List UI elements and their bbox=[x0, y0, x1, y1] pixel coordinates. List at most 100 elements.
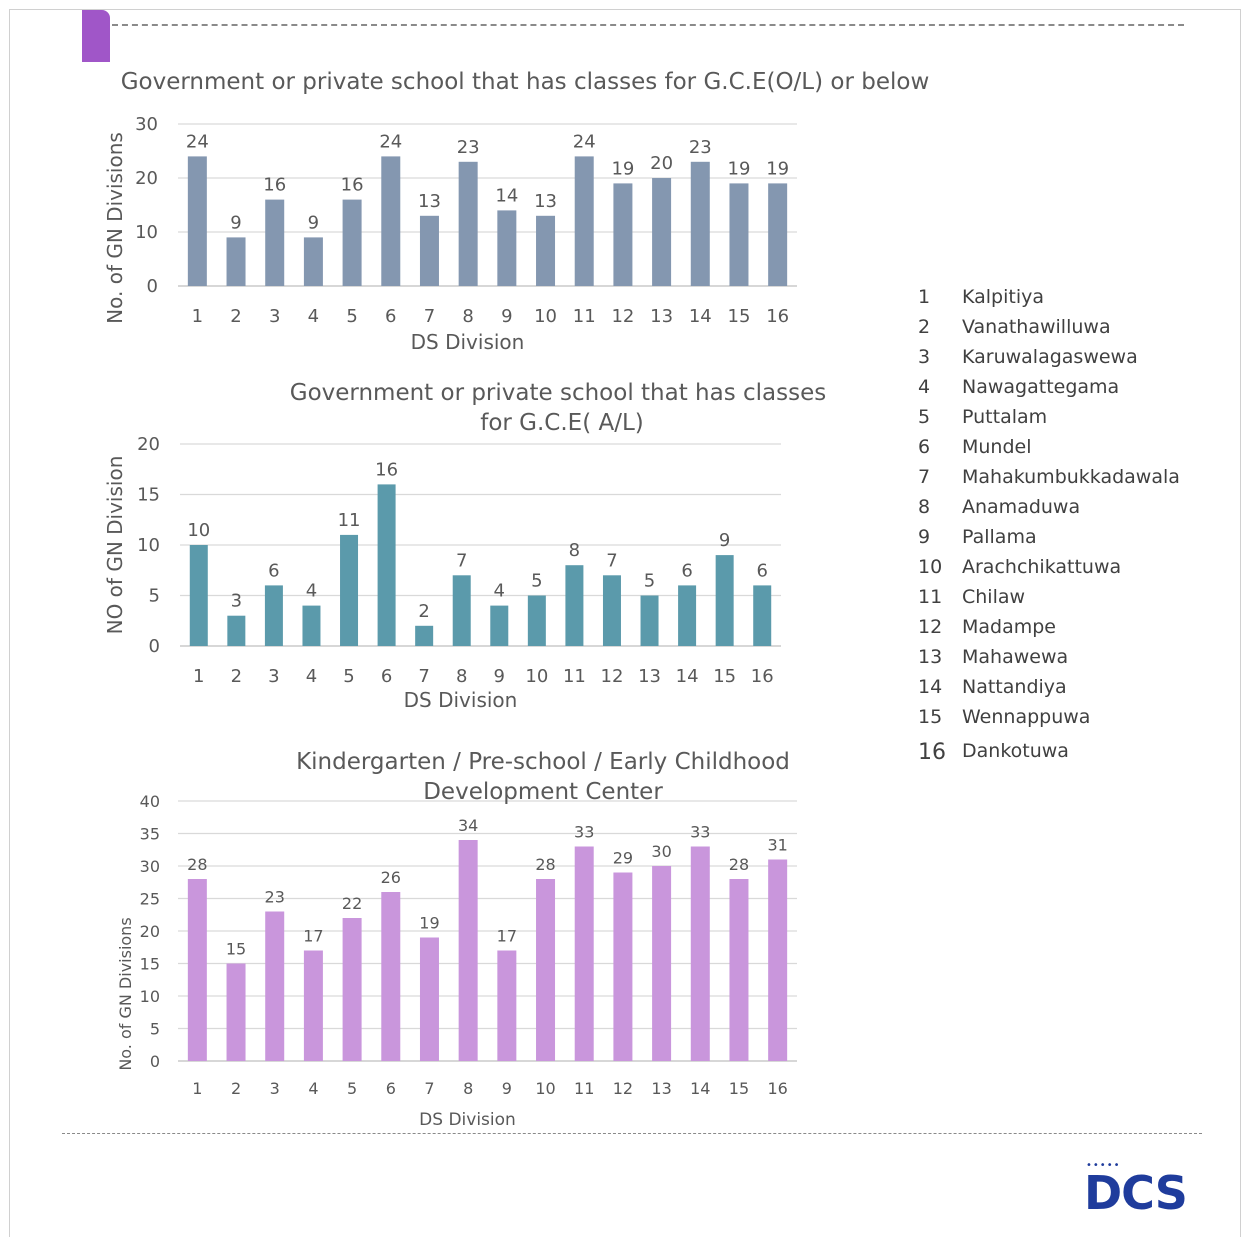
bar bbox=[574, 156, 594, 286]
data-label: 19 bbox=[766, 158, 789, 179]
bar bbox=[497, 210, 517, 286]
bar bbox=[613, 183, 633, 286]
legend-item-name: Nawagattegama bbox=[962, 376, 1120, 398]
legend-item: 15 Wennappuwa bbox=[918, 702, 1218, 732]
page-frame bbox=[9, 9, 1241, 1237]
data-label: 19 bbox=[419, 914, 439, 933]
x-tick-label: 7 bbox=[424, 1079, 434, 1098]
bottom-divider bbox=[62, 1133, 1202, 1134]
y-tick-label: 35 bbox=[140, 825, 160, 844]
bar bbox=[458, 840, 478, 1061]
data-label: 24 bbox=[186, 131, 209, 152]
legend-item-number: 10 bbox=[918, 556, 943, 578]
y-tick-label: 10 bbox=[135, 222, 158, 243]
bar bbox=[613, 872, 633, 1061]
bar bbox=[652, 178, 672, 286]
legend-item: 10 Arachchikattuwa bbox=[918, 552, 1218, 582]
legend-item-number: 6 bbox=[918, 436, 931, 458]
bar bbox=[652, 866, 672, 1061]
bar bbox=[377, 484, 396, 646]
bar bbox=[381, 892, 401, 1061]
chart-title: for G.C.E( A/L) bbox=[480, 410, 644, 436]
bar bbox=[536, 879, 556, 1061]
data-label: 34 bbox=[458, 816, 478, 835]
legend-item-number: 2 bbox=[918, 316, 931, 338]
x-axis-label: DS Division bbox=[404, 688, 518, 712]
x-tick-label: 11 bbox=[573, 306, 596, 327]
x-tick-label: 9 bbox=[494, 666, 505, 687]
data-label: 24 bbox=[573, 131, 596, 152]
top-divider bbox=[112, 24, 1184, 26]
x-tick-label: 1 bbox=[192, 306, 203, 327]
x-tick-label: 1 bbox=[192, 1079, 202, 1098]
bar bbox=[753, 585, 772, 646]
x-tick-label: 10 bbox=[534, 306, 557, 327]
ds-division-legend: 1 Kalpitiya 2 Vanathawilluwa 3 Karuwalagaswew… bbox=[918, 282, 1218, 764]
chart-title: Development Center bbox=[423, 779, 663, 805]
data-label: 8 bbox=[569, 540, 580, 561]
x-tick-label: 10 bbox=[535, 1079, 555, 1098]
data-label: 28 bbox=[187, 855, 207, 874]
legend-item: 7 Mahakumbukkadawala bbox=[918, 462, 1218, 492]
data-label: 6 bbox=[756, 560, 767, 581]
bar bbox=[574, 846, 594, 1061]
legend-item-number: 12 bbox=[918, 616, 943, 638]
x-tick-label: 11 bbox=[563, 666, 586, 687]
data-label: 17 bbox=[303, 927, 323, 946]
legend-item-number: 5 bbox=[918, 406, 931, 428]
data-label: 7 bbox=[456, 550, 467, 571]
y-tick-label: 0 bbox=[150, 1052, 160, 1071]
legend-item-name: Kalpitiya bbox=[962, 286, 1045, 308]
data-label: 5 bbox=[531, 571, 542, 592]
bar bbox=[729, 879, 749, 1061]
legend-item-name: Puttalam bbox=[962, 406, 1048, 428]
legend-item-name: Chilaw bbox=[962, 586, 1026, 608]
x-tick-label: 5 bbox=[347, 1079, 357, 1098]
data-label: 3 bbox=[231, 591, 242, 612]
data-label: 13 bbox=[418, 191, 441, 212]
y-axis-label: NO of GN Division bbox=[103, 456, 127, 635]
data-label: 5 bbox=[644, 571, 655, 592]
data-label: 6 bbox=[268, 560, 279, 581]
legend-item: 3 Karuwalagaswewa bbox=[918, 342, 1218, 372]
data-label: 23 bbox=[457, 137, 480, 158]
x-tick-label: 8 bbox=[462, 306, 473, 327]
y-tick-label: 20 bbox=[137, 434, 160, 455]
data-label: 9 bbox=[308, 212, 319, 233]
bar bbox=[303, 237, 323, 286]
bar bbox=[419, 937, 439, 1061]
bar bbox=[226, 963, 246, 1061]
x-tick-label: 5 bbox=[343, 666, 354, 687]
legend-item-name: Anamaduwa bbox=[962, 496, 1081, 518]
legend-item-name: Wennappuwa bbox=[962, 706, 1091, 728]
data-label: 28 bbox=[729, 855, 749, 874]
legend-item: 4 Nawagattegama bbox=[918, 372, 1218, 402]
legend-item-name: Nattandiya bbox=[962, 676, 1067, 698]
bar bbox=[381, 156, 401, 286]
data-label: 33 bbox=[574, 823, 594, 842]
bar bbox=[690, 161, 710, 286]
bar bbox=[690, 846, 710, 1061]
legend-item-number: 11 bbox=[918, 586, 943, 608]
bar bbox=[419, 215, 439, 286]
x-tick-label: 3 bbox=[269, 306, 280, 327]
bar bbox=[458, 161, 478, 286]
x-tick-label: 4 bbox=[306, 666, 317, 687]
data-label: 13 bbox=[534, 191, 557, 212]
data-label: 31 bbox=[767, 836, 787, 855]
logo-dots: ••••• bbox=[1086, 1160, 1121, 1171]
y-tick-label: 5 bbox=[150, 1020, 160, 1039]
data-label: 16 bbox=[341, 175, 364, 196]
bar bbox=[490, 605, 509, 646]
x-tick-label: 2 bbox=[230, 306, 241, 327]
bar bbox=[189, 545, 208, 646]
legend-item-number: 16 bbox=[918, 740, 946, 764]
y-tick-label: 0 bbox=[149, 636, 160, 657]
y-axis-label: No. of GN Divisions bbox=[116, 917, 135, 1070]
y-tick-label: 10 bbox=[140, 987, 160, 1006]
y-tick-label: 10 bbox=[137, 535, 160, 556]
x-tick-label: 16 bbox=[767, 1079, 787, 1098]
legend-item-number: 3 bbox=[918, 346, 931, 368]
bar bbox=[536, 215, 556, 286]
